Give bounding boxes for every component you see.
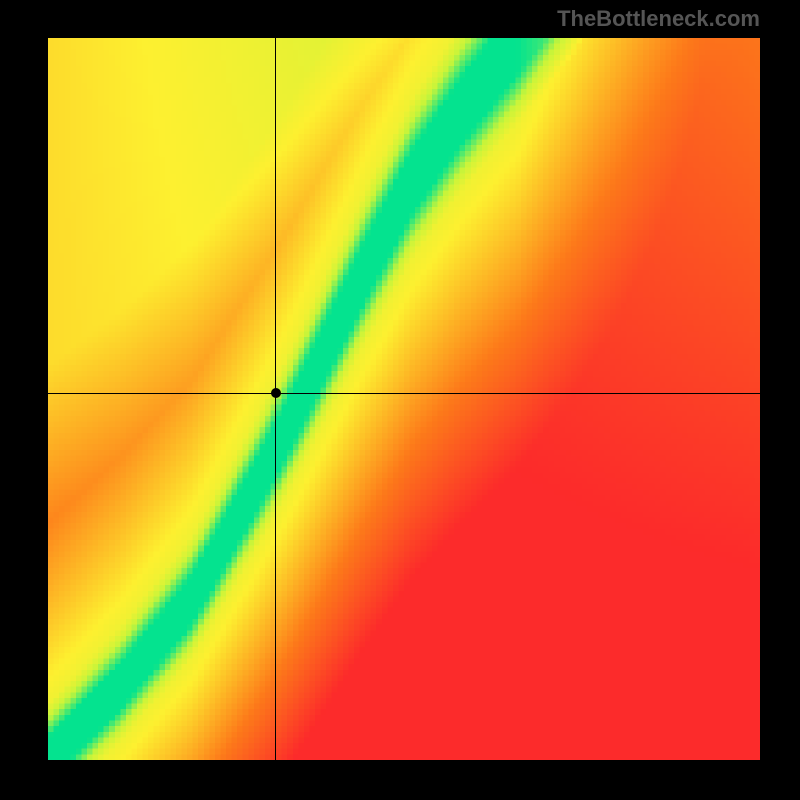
chart-container: TheBottleneck.com bbox=[0, 0, 800, 800]
watermark-text: TheBottleneck.com bbox=[557, 6, 760, 32]
crosshair-horizontal bbox=[48, 393, 760, 394]
bottleneck-heatmap bbox=[48, 38, 760, 760]
crosshair-vertical bbox=[275, 38, 276, 760]
crosshair-marker bbox=[271, 388, 281, 398]
